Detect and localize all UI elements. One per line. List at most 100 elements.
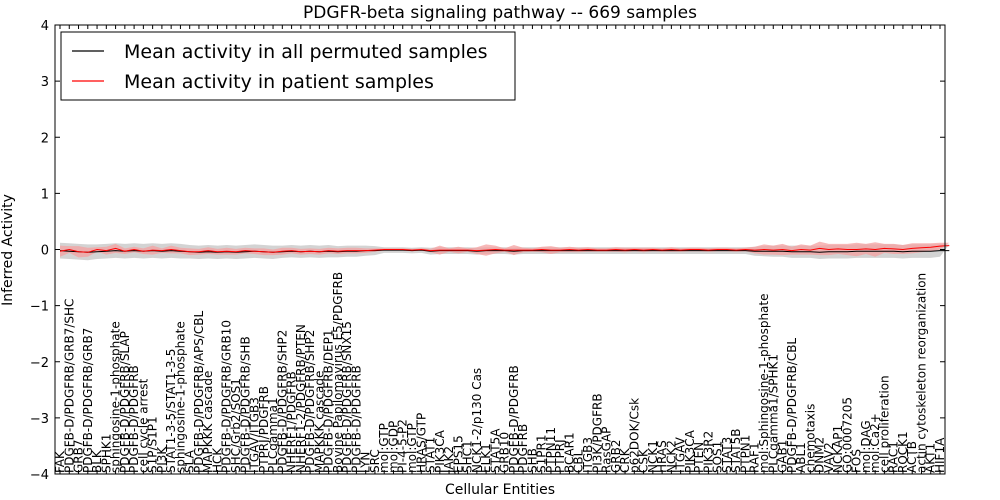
y-tick-label: 0 <box>41 244 49 259</box>
x-category-label: SHC/Grb2/SOS1 <box>229 378 243 473</box>
legend-label-1: Mean activity in patient samples <box>124 71 434 93</box>
x-category-label: S1P/S1P1 <box>146 416 160 473</box>
x-category-label: NHERF1-2/PDGFRB/PTEN <box>294 324 308 473</box>
x-category-label: ELK1 <box>479 443 493 473</box>
x-category-label: RasGAP <box>600 427 614 473</box>
y-tick-label: −4 <box>30 468 49 483</box>
x-category-label: PDGFRB <box>516 424 530 473</box>
x-category-label: CRK <box>618 447 632 473</box>
x-category-label: PTEN <box>692 442 706 473</box>
x-category-label: EPS15 <box>451 435 465 473</box>
x-category-label: PDGFB-D/PDGFRB/SHP2 <box>303 330 317 473</box>
x-category-label: PI-4-5-P2 <box>396 419 410 473</box>
x-category-label: HRAS/GTP <box>414 413 428 473</box>
y-tick-label: −2 <box>30 356 49 371</box>
x-category-label: GRB10 <box>498 432 512 473</box>
x-category-label: MAPKKK cascade <box>312 371 326 473</box>
x-category-label: PTPN11 <box>544 427 558 473</box>
x-category-label: ROCK1 <box>896 431 910 473</box>
x-category-label: PDGFB-D/PDGFRB <box>127 365 141 473</box>
x-category-label: PTPRJ/PDGFRB <box>257 386 271 473</box>
x-category-label: PDGFB-D/PDGFRB/GRB7 <box>81 328 95 473</box>
x-category-label: MAPKKK cascade <box>201 371 215 473</box>
x-category-label: ITGAV <box>674 436 688 473</box>
series-line-1 <box>59 245 950 253</box>
x-category-label: NCK1-2/p130 Cas <box>470 368 484 473</box>
x-category-label: actin cytoskeleton reorganization <box>915 273 929 473</box>
x-category-label: RAC1 <box>887 441 901 473</box>
x-category-label: PDGFB-D/PDGFRB/SHP2 <box>275 330 289 473</box>
x-category-label: FAK <box>53 450 67 473</box>
x-category-label: STAT5A <box>488 428 502 473</box>
legend-box <box>60 31 516 101</box>
x-category-label: mol:Ca2+ <box>868 413 882 473</box>
x-category-label: sphingosine-1-phosphate <box>109 321 123 473</box>
x-category-label: SHC1 <box>461 440 475 473</box>
x-category-label: DNM2 <box>813 437 827 473</box>
x-category-label: NCKAP1 <box>831 425 845 473</box>
chart-title: PDGFR-beta signaling pathway -- 669 samp… <box>303 3 697 23</box>
x-category-label: SLA <box>183 449 197 473</box>
x-category-label: PIK3CA <box>683 429 697 473</box>
x-category-label: PIK3CA <box>433 429 447 473</box>
series-band-1 <box>60 241 950 258</box>
x-category-label: mol:DAG <box>859 420 873 473</box>
x-category-label: PDGFB-D/PDGFRB/SNX15 <box>340 321 354 473</box>
y-tick-label: −3 <box>30 412 49 427</box>
x-category-label: NHERF1/PDGFRB <box>285 371 299 473</box>
legend: Mean activity in all permuted samples Mea… <box>60 31 516 101</box>
x-category-label: GO:0007205 <box>840 397 854 473</box>
x-category-label: CBL <box>572 449 586 473</box>
x-category-label: STAT1-3-5/STAT1-3-5 <box>164 349 178 473</box>
x-category-label: ACTB <box>905 441 919 473</box>
x-category-label: LYN <box>359 452 373 473</box>
x-category-label: PDGFB-D/PDGFRB/GRB10 <box>220 320 234 473</box>
x-category-label: FOS <box>850 449 864 473</box>
x-category-label: AKT1 <box>924 443 938 473</box>
x-category-label: PDGFB-D/PDGFRB/CBL <box>785 338 799 473</box>
x-category-label: PDGFB-D/PDGFRB/DEP1 <box>322 329 336 473</box>
y-tick-label: 2 <box>41 131 49 146</box>
x-category-label: STAT1 <box>424 437 438 473</box>
legend-label-0: Mean activity in all permuted samples <box>124 41 487 63</box>
x-category-label: BLK <box>90 449 104 473</box>
x-category-label: CSK <box>637 448 651 473</box>
x-category-label: NCK1 <box>646 440 660 473</box>
x-category-label: STAT3 <box>720 437 734 473</box>
x-category-label: PLCgamma1 <box>266 397 280 473</box>
x-category-label: ITGAV/ITGB3 <box>248 397 262 473</box>
x-category-label: PDGFB-D/PDGFRB <box>507 365 521 473</box>
x-category-label: sphingosine-1-phosphate <box>173 321 187 473</box>
y-tick-label: 1 <box>41 187 49 202</box>
x-category-label: cell cycle arrest <box>136 378 150 473</box>
x-category-label: STAT5B <box>729 429 743 474</box>
x-category-label: mol:GTP <box>405 423 419 473</box>
x-category-label: NCK2 <box>664 440 678 473</box>
x-category-label: ITGB3 <box>581 437 595 473</box>
y-tick-label: 3 <box>41 75 49 90</box>
x-category-label: Bovine Papilomavirus E5/PDGFRB <box>331 272 345 473</box>
x-category-label: chemotaxis <box>803 404 817 473</box>
x-category-label: PDGFB-D/PDGFRB <box>349 365 363 473</box>
x-category-label: p62DOK/Csk <box>627 398 641 473</box>
x-category-label: PDGFB-D/PDGFRB/SLAP <box>118 331 132 473</box>
x-category-label: PTPRJ <box>553 439 567 473</box>
x-category-label: PI3K/PDGFRB <box>590 393 604 473</box>
x-category-label: GAB1 <box>776 440 790 473</box>
y-axis-title: Inferred Activity <box>0 194 16 306</box>
x-category-label: RAF1 <box>748 442 762 473</box>
x-category-label: PIK3R2 <box>701 431 715 473</box>
x-category-label: cell proliferation <box>877 375 891 473</box>
x-category-label: BCAR1 <box>563 432 577 473</box>
x-axis-title: Cellular Entities <box>445 482 555 498</box>
y-tick-label: −1 <box>30 300 49 315</box>
x-category-label: PDGFB-D/PDGFRB/APS/CBL <box>192 310 206 473</box>
y-tick-label: 4 <box>41 19 49 34</box>
x-category-label: GRB7 <box>72 439 86 473</box>
x-category-label: ABL1 <box>794 442 808 473</box>
x-category-label: PDGFB-D/PDGFRB/SHB <box>238 336 252 473</box>
x-category-label: PDGFB-D/PDGFRB/GRB7/SHC <box>62 299 76 473</box>
x-category-label: HIF1A <box>933 437 947 473</box>
x-category-label: SHB <box>525 448 539 473</box>
x-category-label: S1PR1 <box>535 435 549 473</box>
